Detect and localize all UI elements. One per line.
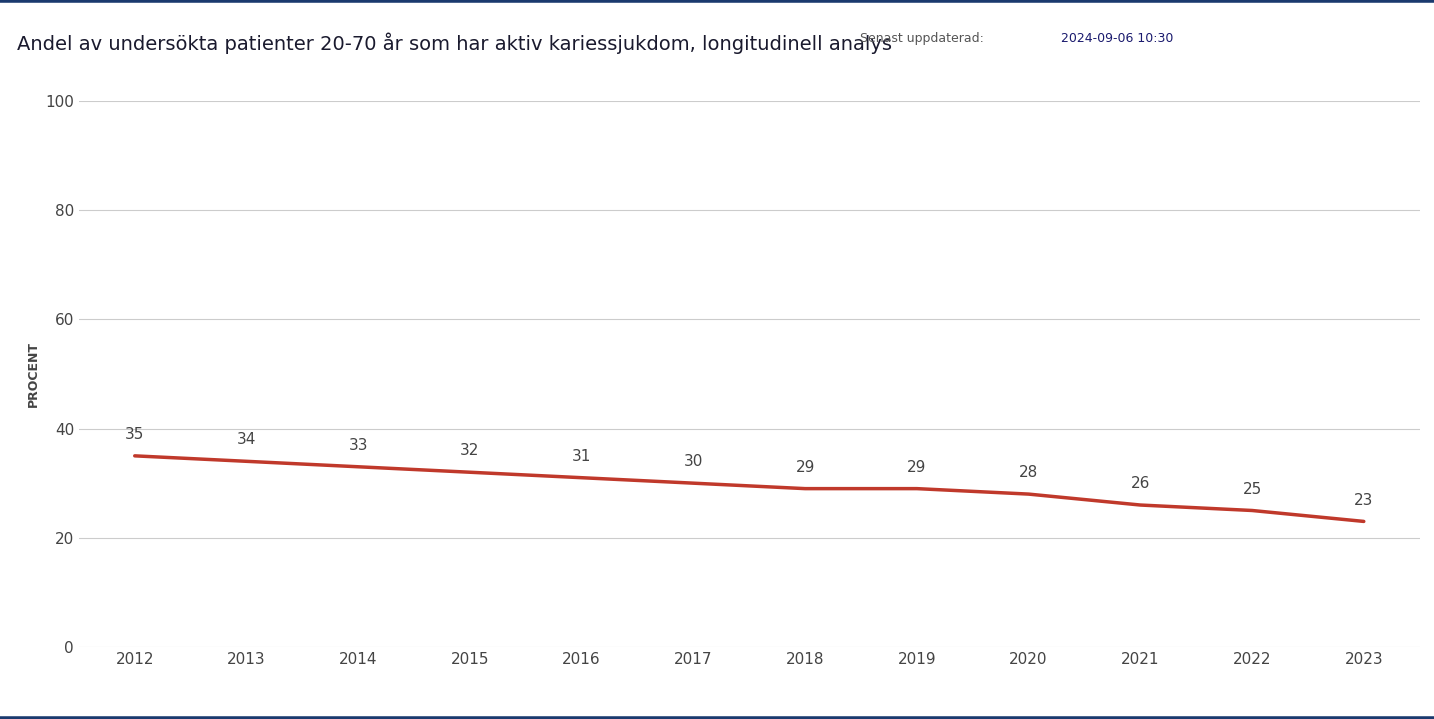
Text: Andel av undersökta patienter 20-70 år som har aktiv kariessjukdom, longitudinel: Andel av undersökta patienter 20-70 år s… [17,32,892,54]
Text: 33: 33 [348,438,369,453]
Y-axis label: PROCENT: PROCENT [27,341,40,407]
Text: 25: 25 [1242,482,1262,497]
Text: 29: 29 [908,459,926,475]
Text: 23: 23 [1354,493,1374,508]
Text: 30: 30 [684,454,703,470]
Text: 31: 31 [572,449,591,464]
Text: 29: 29 [796,459,815,475]
Text: Senast uppdaterad:: Senast uppdaterad: [860,32,984,45]
Text: 32: 32 [460,444,479,458]
Text: 34: 34 [237,432,257,447]
Text: 28: 28 [1020,465,1038,480]
Text: 35: 35 [125,427,145,442]
Text: 26: 26 [1130,476,1150,491]
Text: 2024-09-06 10:30: 2024-09-06 10:30 [1061,32,1173,45]
